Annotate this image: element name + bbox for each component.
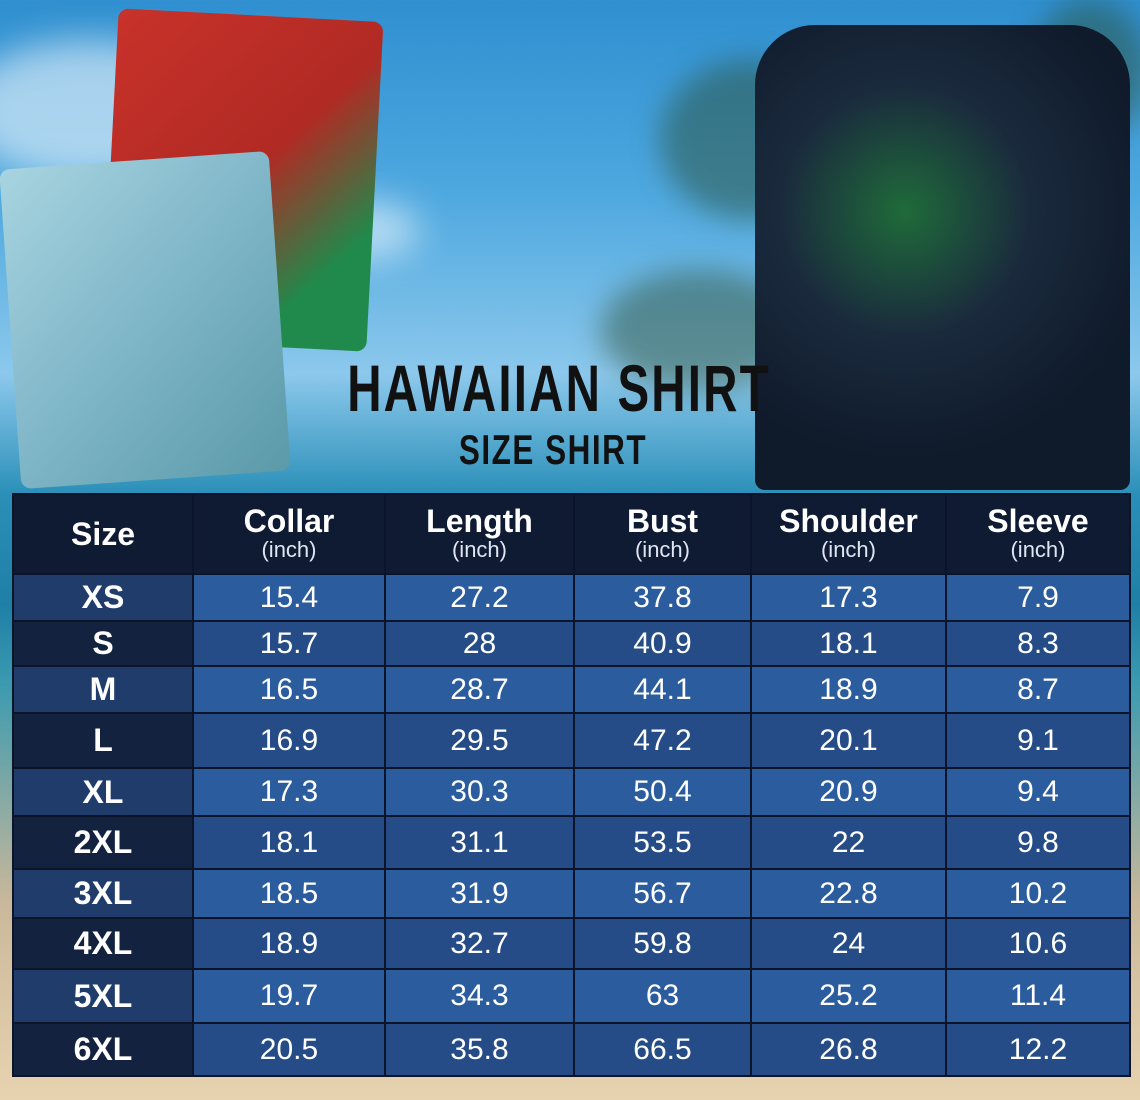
column-header-size: Size <box>12 493 194 575</box>
value-cell-bust: 47.2 <box>573 712 752 769</box>
page-title: HAWAIIAN SHIRT <box>347 351 771 425</box>
value-cell-sleeve: 9.1 <box>945 712 1131 769</box>
table-row: 6XL 20.5 35.8 66.5 26.8 12.2 <box>12 1022 1131 1077</box>
table-row: L 16.9 29.5 47.2 20.1 9.1 <box>12 712 1131 769</box>
value-cell-collar: 20.5 <box>192 1022 386 1077</box>
column-header-label: Shoulder <box>779 503 918 539</box>
column-header-unit: (inch) <box>820 537 876 562</box>
value-cell-shoulder: 20.1 <box>750 712 947 769</box>
value-cell-bust: 66.5 <box>573 1022 752 1077</box>
size-cell: S <box>12 620 194 667</box>
table-row: XL 17.3 30.3 50.4 20.9 9.4 <box>12 767 1131 817</box>
value-cell-length: 30.3 <box>384 767 575 817</box>
size-cell: 6XL <box>12 1022 194 1077</box>
value-cell-length: 34.3 <box>384 968 575 1024</box>
value-cell-sleeve: 11.4 <box>945 968 1131 1024</box>
value-cell-length: 31.1 <box>384 815 575 870</box>
value-cell-collar: 15.4 <box>192 573 386 622</box>
column-header-unit: (inch) <box>1010 537 1066 562</box>
value-cell-sleeve: 7.9 <box>945 573 1131 622</box>
value-cell-sleeve: 10.6 <box>945 917 1131 970</box>
value-cell-length: 35.8 <box>384 1022 575 1077</box>
value-cell-bust: 44.1 <box>573 665 752 714</box>
value-cell-collar: 18.1 <box>192 815 386 870</box>
value-cell-sleeve: 9.8 <box>945 815 1131 870</box>
column-header-unit: (inch) <box>261 537 317 562</box>
table-row: 4XL 18.9 32.7 59.8 24 10.6 <box>12 917 1131 970</box>
value-cell-shoulder: 20.9 <box>750 767 947 817</box>
column-header-collar: Collar (inch) <box>192 493 386 575</box>
value-cell-collar: 18.5 <box>192 868 386 919</box>
column-header-label: Collar <box>243 503 335 539</box>
value-cell-shoulder: 22.8 <box>750 868 947 919</box>
value-cell-shoulder: 26.8 <box>750 1022 947 1077</box>
value-cell-length: 28 <box>384 620 575 667</box>
size-cell: L <box>12 712 194 769</box>
column-header-label: Sleeve <box>987 503 1089 539</box>
light-blue-shirt-image <box>0 150 291 490</box>
value-cell-shoulder: 24 <box>750 917 947 970</box>
value-cell-length: 31.9 <box>384 868 575 919</box>
size-cell: 4XL <box>12 917 194 970</box>
value-cell-bust: 50.4 <box>573 767 752 817</box>
table-row: 3XL 18.5 31.9 56.7 22.8 10.2 <box>12 868 1131 919</box>
value-cell-collar: 18.9 <box>192 917 386 970</box>
column-header-sleeve: Sleeve (inch) <box>945 493 1131 575</box>
value-cell-shoulder: 18.9 <box>750 665 947 714</box>
value-cell-collar: 17.3 <box>192 767 386 817</box>
column-header-shoulder: Shoulder (inch) <box>750 493 947 575</box>
size-cell: 3XL <box>12 868 194 919</box>
value-cell-sleeve: 8.3 <box>945 620 1131 667</box>
value-cell-shoulder: 22 <box>750 815 947 870</box>
value-cell-bust: 56.7 <box>573 868 752 919</box>
value-cell-sleeve: 8.7 <box>945 665 1131 714</box>
page-subtitle: SIZE SHIRT <box>458 426 648 473</box>
value-cell-sleeve: 10.2 <box>945 868 1131 919</box>
value-cell-length: 29.5 <box>384 712 575 769</box>
value-cell-length: 27.2 <box>384 573 575 622</box>
size-chart-table: Size Collar (inch) Length (inch) Bust (inch) Sh… <box>12 493 1131 1077</box>
value-cell-collar: 19.7 <box>192 968 386 1024</box>
value-cell-collar: 16.5 <box>192 665 386 714</box>
table-row: 2XL 18.1 31.1 53.5 22 9.8 <box>12 815 1131 870</box>
value-cell-collar: 16.9 <box>192 712 386 769</box>
value-cell-shoulder: 17.3 <box>750 573 947 622</box>
size-cell: 2XL <box>12 815 194 870</box>
column-header-length: Length (inch) <box>384 493 575 575</box>
column-header-label: Size <box>70 516 136 552</box>
column-header-label: Bust <box>626 503 699 539</box>
value-cell-sleeve: 9.4 <box>945 767 1131 817</box>
value-cell-bust: 53.5 <box>573 815 752 870</box>
size-cell: XS <box>12 573 194 622</box>
column-header-label: Length <box>426 503 533 539</box>
value-cell-bust: 59.8 <box>573 917 752 970</box>
table-row: 5XL 19.7 34.3 63 25.2 11.4 <box>12 968 1131 1024</box>
column-header-bust: Bust (inch) <box>573 493 752 575</box>
value-cell-shoulder: 18.1 <box>750 620 947 667</box>
table-row: M 16.5 28.7 44.1 18.9 8.7 <box>12 665 1131 714</box>
table-header-row: Size Collar (inch) Length (inch) Bust (inch) Sh… <box>12 493 1131 575</box>
value-cell-shoulder: 25.2 <box>750 968 947 1024</box>
size-cell: 5XL <box>12 968 194 1024</box>
value-cell-bust: 40.9 <box>573 620 752 667</box>
value-cell-length: 32.7 <box>384 917 575 970</box>
value-cell-bust: 63 <box>573 968 752 1024</box>
column-header-unit: (inch) <box>634 537 690 562</box>
value-cell-bust: 37.8 <box>573 573 752 622</box>
table-row: S 15.7 28 40.9 18.1 8.3 <box>12 620 1131 667</box>
value-cell-sleeve: 12.2 <box>945 1022 1131 1077</box>
size-cell: XL <box>12 767 194 817</box>
value-cell-collar: 15.7 <box>192 620 386 667</box>
table-row: XS 15.4 27.2 37.8 17.3 7.9 <box>12 573 1131 622</box>
size-cell: M <box>12 665 194 714</box>
flamingo-shirt-model-image <box>755 25 1130 490</box>
column-header-unit: (inch) <box>451 537 507 562</box>
value-cell-length: 28.7 <box>384 665 575 714</box>
